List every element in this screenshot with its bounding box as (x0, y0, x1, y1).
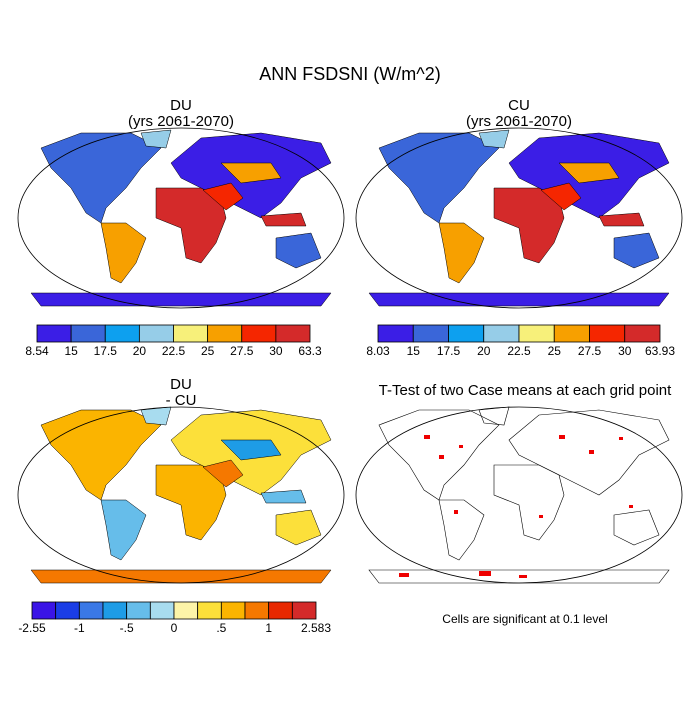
colorbar-label: -2.55 (18, 621, 46, 635)
colorbar-label: .5 (216, 621, 226, 635)
colorbar-box (173, 324, 209, 343)
colorbar-box (624, 324, 661, 343)
colorbar-label: 20 (477, 344, 491, 358)
panel-subtitle: (yrs 2061-2070) (466, 113, 572, 130)
colorbar-label: 63.93 (645, 344, 675, 358)
panel-subtitle: (yrs 2061-2070) (128, 113, 234, 130)
colorbar-box (173, 601, 199, 620)
figure-title: ANN FSDSNI (W/m^2) (259, 64, 440, 84)
colorbar-box (553, 324, 590, 343)
colorbar-box (197, 601, 222, 620)
map (17, 406, 345, 584)
colorbar-box (518, 324, 555, 343)
colorbar-label: 1 (265, 621, 272, 635)
colorbar-box (31, 601, 57, 620)
colorbar-label: 15 (407, 344, 421, 358)
colorbar-box (102, 601, 128, 620)
colorbar-box (78, 601, 104, 620)
map (17, 127, 345, 309)
colorbar-box (377, 324, 414, 343)
colorbar-box (483, 324, 520, 343)
colorbar-box (291, 601, 317, 620)
colorbar-label: 22.5 (507, 344, 531, 358)
panel-title: T-Test of two Case means at each grid po… (379, 382, 672, 399)
colorbar-box (244, 601, 270, 620)
panel-title: DU (170, 97, 192, 114)
colorbar-label: 8.54 (25, 344, 49, 358)
note: Cells are significant at 0.1 level (442, 612, 607, 626)
colorbar-label: 30 (618, 344, 632, 358)
colorbar-box (55, 601, 80, 620)
colorbar-box (268, 601, 293, 620)
colorbar-box (207, 324, 243, 343)
colorbar-label: 25 (201, 344, 215, 358)
colorbar-label: -1 (74, 621, 85, 635)
colorbar-label: 27.5 (578, 344, 602, 358)
panel-title: CU (508, 97, 530, 114)
colorbar-label: 2.583 (301, 621, 331, 635)
panel-title: DU (170, 376, 192, 393)
colorbar-box (126, 601, 151, 620)
colorbar-box (104, 324, 140, 343)
colorbar-label: 0 (171, 621, 178, 635)
map (355, 406, 683, 584)
colorbar-label: 30 (269, 344, 283, 358)
colorbar-label: 22.5 (162, 344, 186, 358)
colorbar-label: -.5 (120, 621, 134, 635)
colorbar-box (589, 324, 626, 343)
colorbar-box (36, 324, 72, 343)
colorbar-label: 15 (64, 344, 78, 358)
colorbar-label: 27.5 (230, 344, 254, 358)
colorbar-label: 17.5 (437, 344, 461, 358)
colorbar-label: 63.3 (298, 344, 322, 358)
colorbar-box (149, 601, 175, 620)
colorbar-box (241, 324, 277, 343)
panel-subtitle: - CU (166, 392, 197, 409)
map (355, 127, 683, 309)
colorbar-box (412, 324, 449, 343)
colorbar-box (448, 324, 485, 343)
colorbar-box (138, 324, 174, 343)
colorbar-label: 17.5 (94, 344, 118, 358)
colorbar-box (220, 601, 246, 620)
colorbar-label: 25 (548, 344, 562, 358)
colorbar-box (70, 324, 106, 343)
colorbar-box (275, 324, 311, 343)
colorbar-label: 20 (133, 344, 147, 358)
colorbar-label: 8.03 (366, 344, 390, 358)
